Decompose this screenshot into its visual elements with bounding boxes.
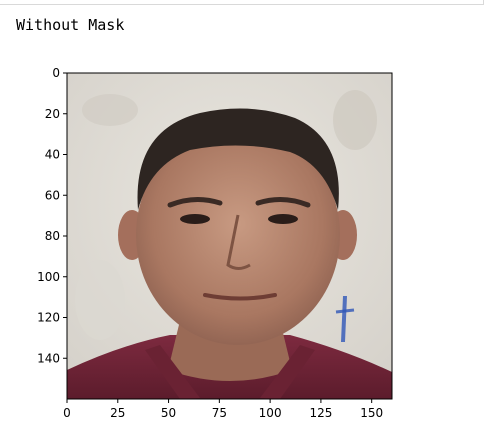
y-tick-label: 60 [45,188,60,202]
y-tick-label: 40 [45,148,60,162]
x-axis: 0 25 50 75 100 125 150 [63,399,383,420]
x-tick-label: 150 [360,406,383,420]
x-tick-label: 0 [63,406,71,420]
y-tick-label: 140 [37,351,60,365]
x-tick-label: 75 [212,406,227,420]
photo [67,73,392,399]
y-tick-label: 0 [52,66,60,80]
x-tick-label: 125 [309,406,332,420]
cell-output-text: Without Mask [16,16,125,34]
y-tick-label: 80 [45,229,60,243]
x-tick-label: 100 [259,406,282,420]
y-tick-label: 120 [37,311,60,325]
y-tick-label: 20 [45,107,60,121]
y-axis: 0 20 40 60 80 100 120 140 [37,66,67,365]
x-tick-label: 50 [161,406,176,420]
y-tick-label: 100 [37,270,60,284]
cell-top-border [0,0,484,5]
x-tick-label: 25 [110,406,125,420]
